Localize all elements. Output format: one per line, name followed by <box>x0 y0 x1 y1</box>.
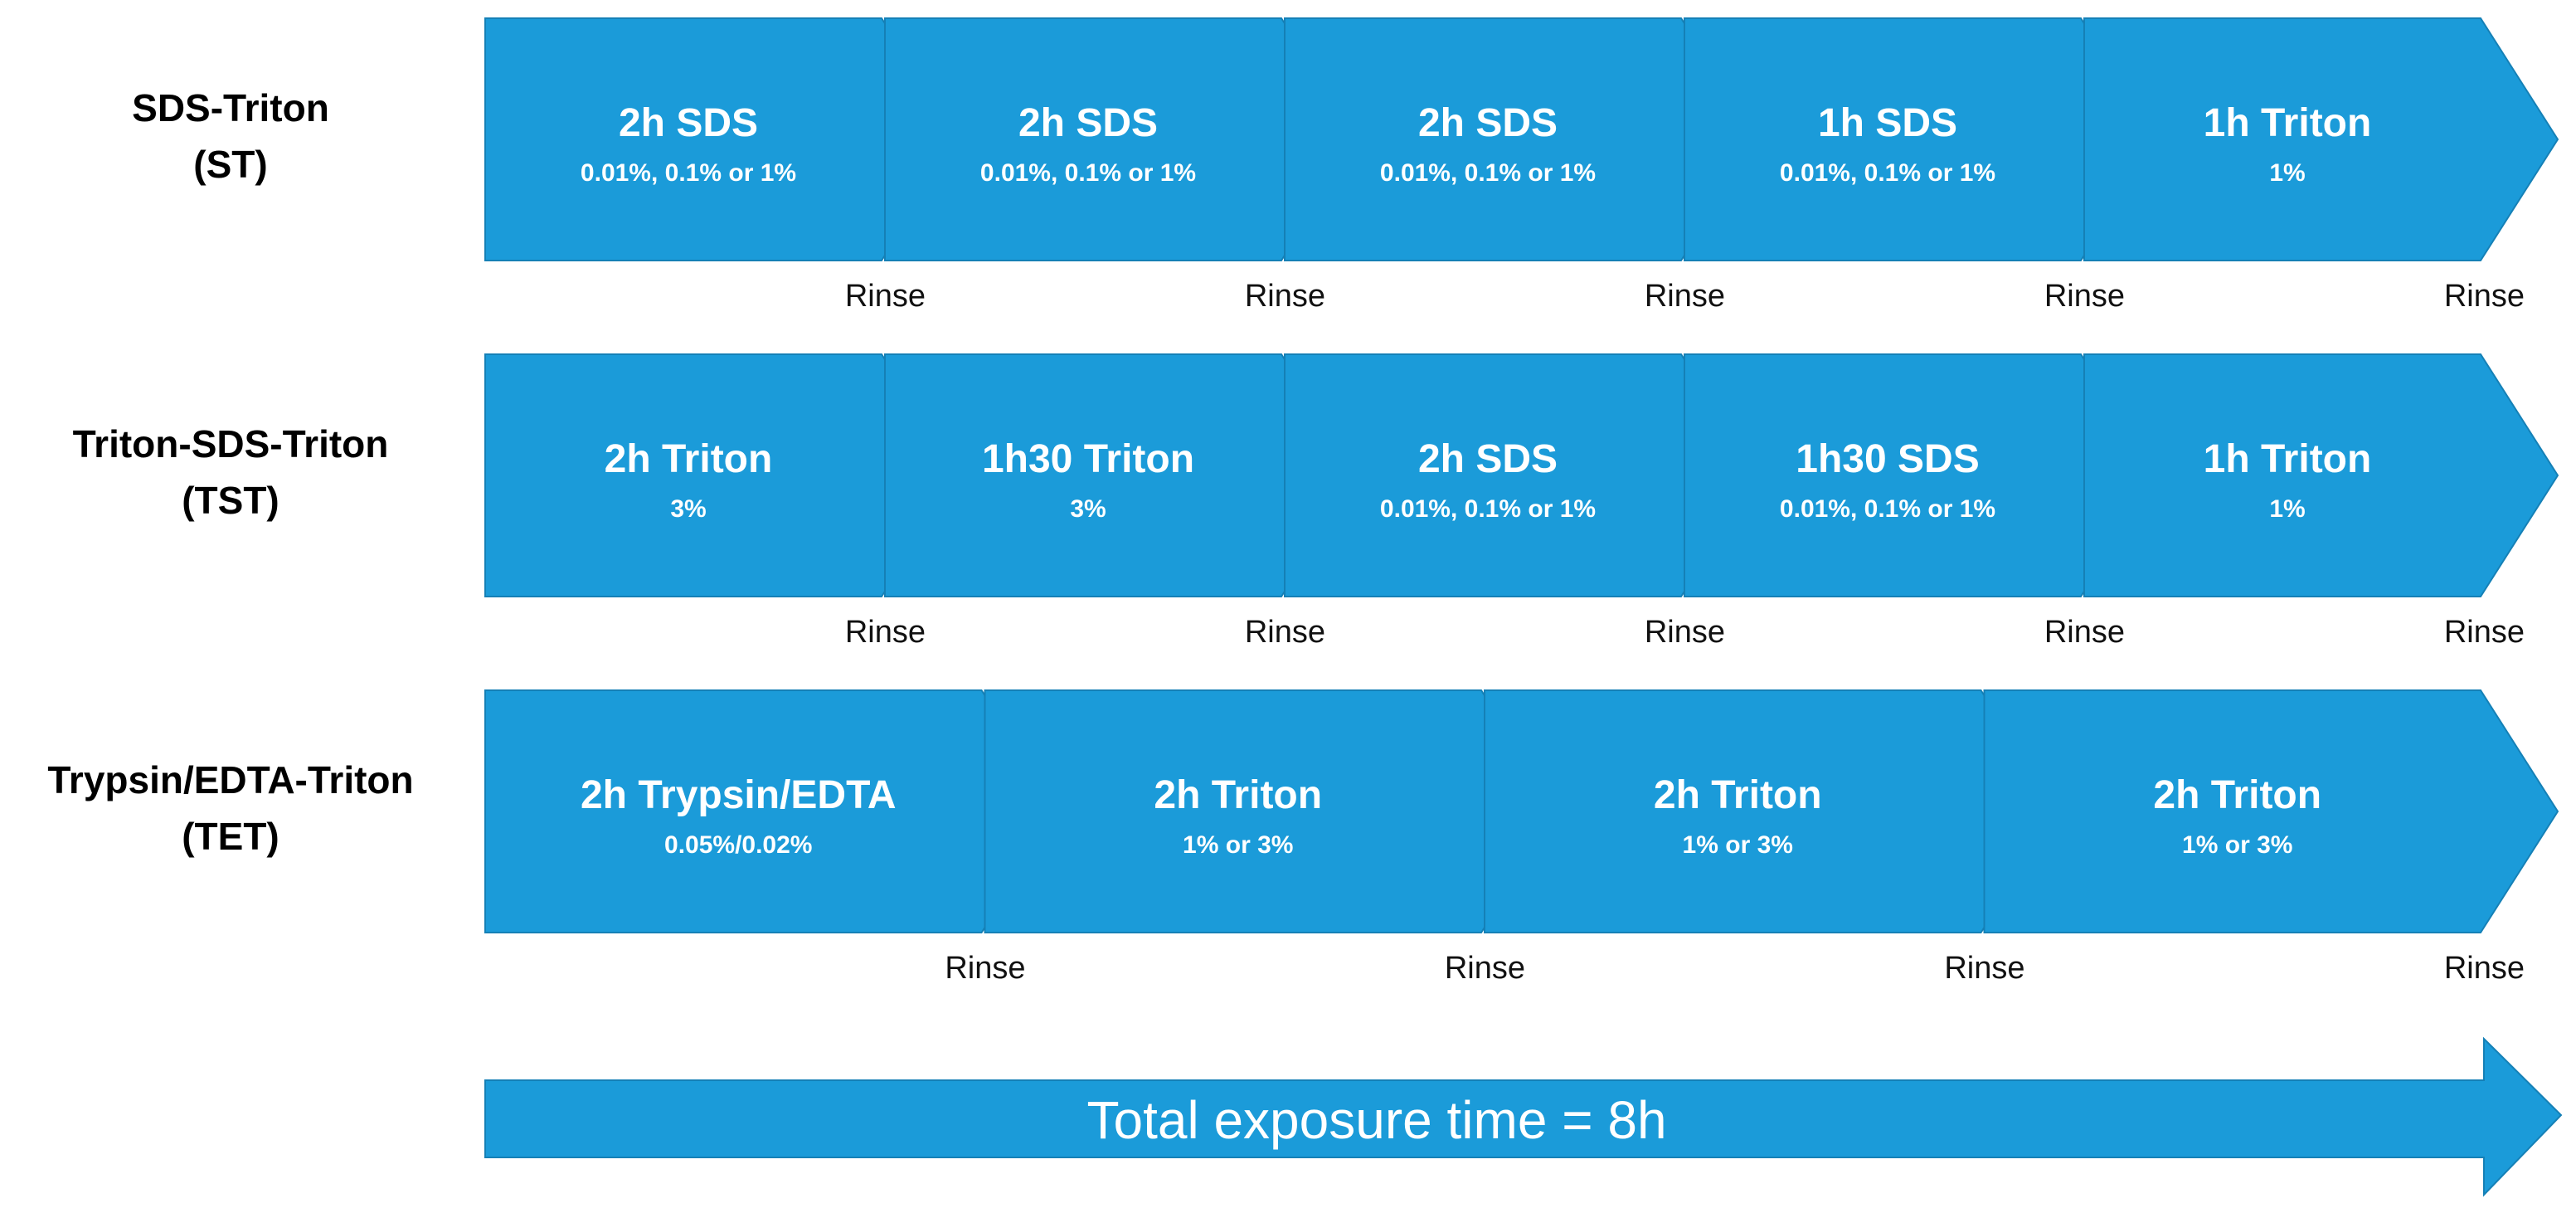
rinse-label: Rinse <box>1645 279 1725 314</box>
step-concentration: 0.01%, 0.1% or 1% <box>1380 495 1596 523</box>
step-title: 1h Triton <box>2204 437 2372 481</box>
step-concentration: 0.01%, 0.1% or 1% <box>1780 495 1995 523</box>
total-exposure-arrow: Total exposure time = 8h <box>484 1036 2563 1197</box>
protocol-name: Triton-SDS-Triton <box>73 422 389 465</box>
protocol-row: Triton-SDS-Triton(TST)2h Triton3%Rinse1h… <box>73 353 2559 650</box>
step-title: 2h SDS <box>1418 437 1558 481</box>
step: 1h30 Triton 3% Rinse <box>884 353 1360 650</box>
rinse-label: Rinse <box>2044 615 2125 650</box>
step-concentration: 1% or 3% <box>2182 831 2292 859</box>
rinse-label: Rinse <box>1245 615 1325 650</box>
step-title: 1h30 Triton <box>982 437 1194 481</box>
step: 2h Triton 1% or 3% Rinse <box>984 689 1560 986</box>
step-concentration: 0.01%, 0.1% or 1% <box>1780 159 1995 187</box>
rinse-label: Rinse <box>1645 615 1725 650</box>
rinse-label: Rinse <box>2444 951 2525 986</box>
step-title: 1h Triton <box>2204 101 2372 145</box>
step: 2h Triton 1% or 3% Rinse <box>1983 689 2559 986</box>
step: 1h SDS 0.01%, 0.1% or 1% Rinse <box>1684 17 2160 314</box>
total-exposure-arrow-shape <box>484 1036 2563 1197</box>
rinse-label: Rinse <box>1245 279 1325 314</box>
step-title: 2h Trypsin/EDTA <box>581 773 897 817</box>
step: 1h Triton 1% Rinse <box>2083 17 2559 314</box>
protocol-row: SDS-Triton (ST) 2h SDS 0.01%, 0.1% or 1% Rin… <box>132 17 2559 314</box>
rinse-label: Rinse <box>2444 279 2525 314</box>
step-concentration: 0.01%, 0.1% or 1% <box>581 159 796 187</box>
rinse-label: Rinse <box>845 615 926 650</box>
step-title: 2h SDS <box>1018 101 1158 145</box>
step-concentration: 1% or 3% <box>1683 831 1793 859</box>
protocol-abbreviation: (TET) <box>182 815 279 858</box>
protocol-abbreviation: (TST) <box>182 479 279 522</box>
step: 2h Triton 3% Rinse <box>484 353 960 650</box>
rinse-label: Rinse <box>2044 279 2125 314</box>
step-chevron <box>1983 689 2559 933</box>
protocol-name: Trypsin/EDTA-Triton <box>47 758 413 801</box>
step: 2h Trypsin/EDTA 0.05%/0.02% Rinse <box>484 689 1060 986</box>
step-concentration: 0.01%, 0.1% or 1% <box>1380 159 1596 187</box>
step-title: 2h SDS <box>1418 101 1558 145</box>
step-concentration: 0.01%, 0.1% or 1% <box>980 159 1196 187</box>
step-title: 2h SDS <box>619 101 758 145</box>
step: 1h Triton 1% Rinse <box>2083 353 2559 650</box>
step-concentration: 0.05%/0.02% <box>664 831 812 859</box>
step-title: 1h30 SDS <box>1796 437 1979 481</box>
step-title: 2h Triton <box>605 437 773 481</box>
step: 2h SDS 0.01%, 0.1% or 1% Rinse <box>1284 353 1760 650</box>
rinse-label: Rinse <box>845 279 926 314</box>
step-title: 2h Triton <box>1154 773 1322 817</box>
protocol-name: SDS-Triton <box>132 86 329 129</box>
rinse-label: Rinse <box>1944 951 2024 986</box>
step-concentration: 3% <box>1070 495 1106 523</box>
step-title: 2h Triton <box>2153 773 2321 817</box>
rinse-label: Rinse <box>945 951 1025 986</box>
step: 2h SDS 0.01%, 0.1% or 1% Rinse <box>1284 17 1760 314</box>
step-chevron <box>2083 353 2559 597</box>
total-exposure-label: Total exposure time = 8h <box>1086 1090 1666 1150</box>
protocol-abbreviation: (ST) <box>193 143 267 186</box>
protocol-rows: SDS-Triton (ST) 2h SDS 0.01%, 0.1% or 1% Rin… <box>47 17 2559 986</box>
step-concentration: 1% <box>2269 495 2305 523</box>
step-title: 1h SDS <box>1818 101 1957 145</box>
rinse-label: Rinse <box>2444 615 2525 650</box>
step-concentration: 3% <box>670 495 706 523</box>
rinse-label: Rinse <box>1445 951 1525 986</box>
step-concentration: 1% or 3% <box>1183 831 1293 859</box>
step-title: 2h Triton <box>1654 773 1822 817</box>
step: 2h Triton 1% or 3% Rinse <box>1484 689 2059 986</box>
step-concentration: 1% <box>2269 159 2305 187</box>
step: 2h SDS 0.01%, 0.1% or 1% Rinse <box>484 17 960 314</box>
protocol-row: Trypsin/EDTA-Triton (TET) 2h Trypsin/EDTA 0… <box>47 689 2559 986</box>
step-chevron <box>2083 17 2559 261</box>
step: 1h30 SDS 0.01%, 0.1% or 1% Rinse <box>1684 353 2160 650</box>
